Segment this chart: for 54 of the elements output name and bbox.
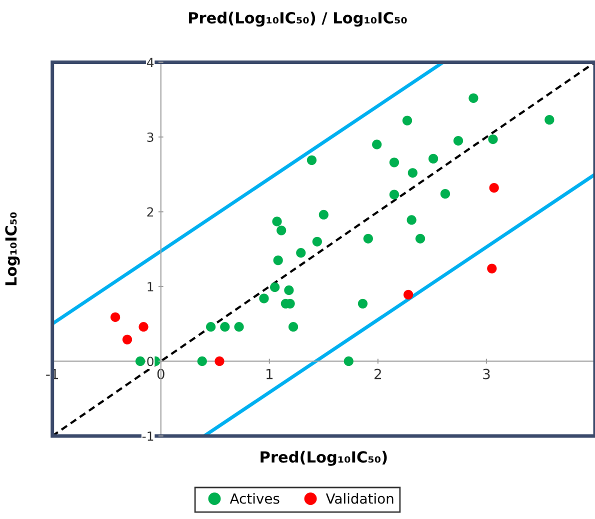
point <box>122 334 132 344</box>
point <box>234 322 244 332</box>
point <box>318 210 328 220</box>
point <box>272 216 282 226</box>
y-tick-label: 2 <box>147 207 154 216</box>
point <box>428 154 438 164</box>
point <box>312 236 322 246</box>
point <box>344 356 354 366</box>
point <box>270 282 280 292</box>
x-tick-label: 3 <box>483 368 490 380</box>
legend-label: Validation <box>326 493 394 504</box>
point <box>110 312 120 322</box>
x-tick-label: 0 <box>157 368 164 380</box>
point <box>135 356 146 366</box>
point <box>214 356 224 366</box>
point <box>288 322 298 332</box>
point <box>415 234 426 244</box>
point <box>197 356 207 366</box>
y-tick-label: 0 <box>147 356 154 366</box>
point <box>138 322 148 332</box>
point <box>440 189 450 199</box>
point <box>489 183 499 193</box>
point <box>544 115 554 125</box>
point <box>389 158 400 168</box>
point <box>220 322 230 332</box>
point <box>488 134 498 144</box>
point <box>363 234 373 244</box>
point <box>206 322 216 332</box>
y-tick-label: 4 <box>146 58 154 68</box>
point <box>372 140 382 150</box>
chart-title: Pred(Log₁₀IC₅₀) / Log₁₀IC₅₀ <box>188 12 407 27</box>
x-tick-label: 2 <box>374 368 381 380</box>
y-tick-label: -1 <box>142 432 154 441</box>
x-axis-title: Pred(Log₁₀IC₅₀) <box>260 450 387 466</box>
point <box>284 285 294 296</box>
point <box>259 294 269 304</box>
point <box>276 226 286 236</box>
point <box>468 93 478 103</box>
y-tick-label: 3 <box>147 132 154 142</box>
point <box>453 136 464 146</box>
x-tick-label: 1 <box>266 368 273 380</box>
point <box>406 215 416 225</box>
point <box>389 190 400 200</box>
point <box>402 116 412 126</box>
point <box>487 264 497 274</box>
point <box>404 290 414 300</box>
legend-label: Actives <box>230 493 280 504</box>
point <box>306 155 317 165</box>
point <box>273 256 283 266</box>
point <box>358 298 368 308</box>
point <box>408 168 418 178</box>
point <box>296 248 306 258</box>
y-axis-title: Log₁₀IC₅₀ <box>5 212 20 286</box>
y-tick-label: 1 <box>148 282 154 292</box>
